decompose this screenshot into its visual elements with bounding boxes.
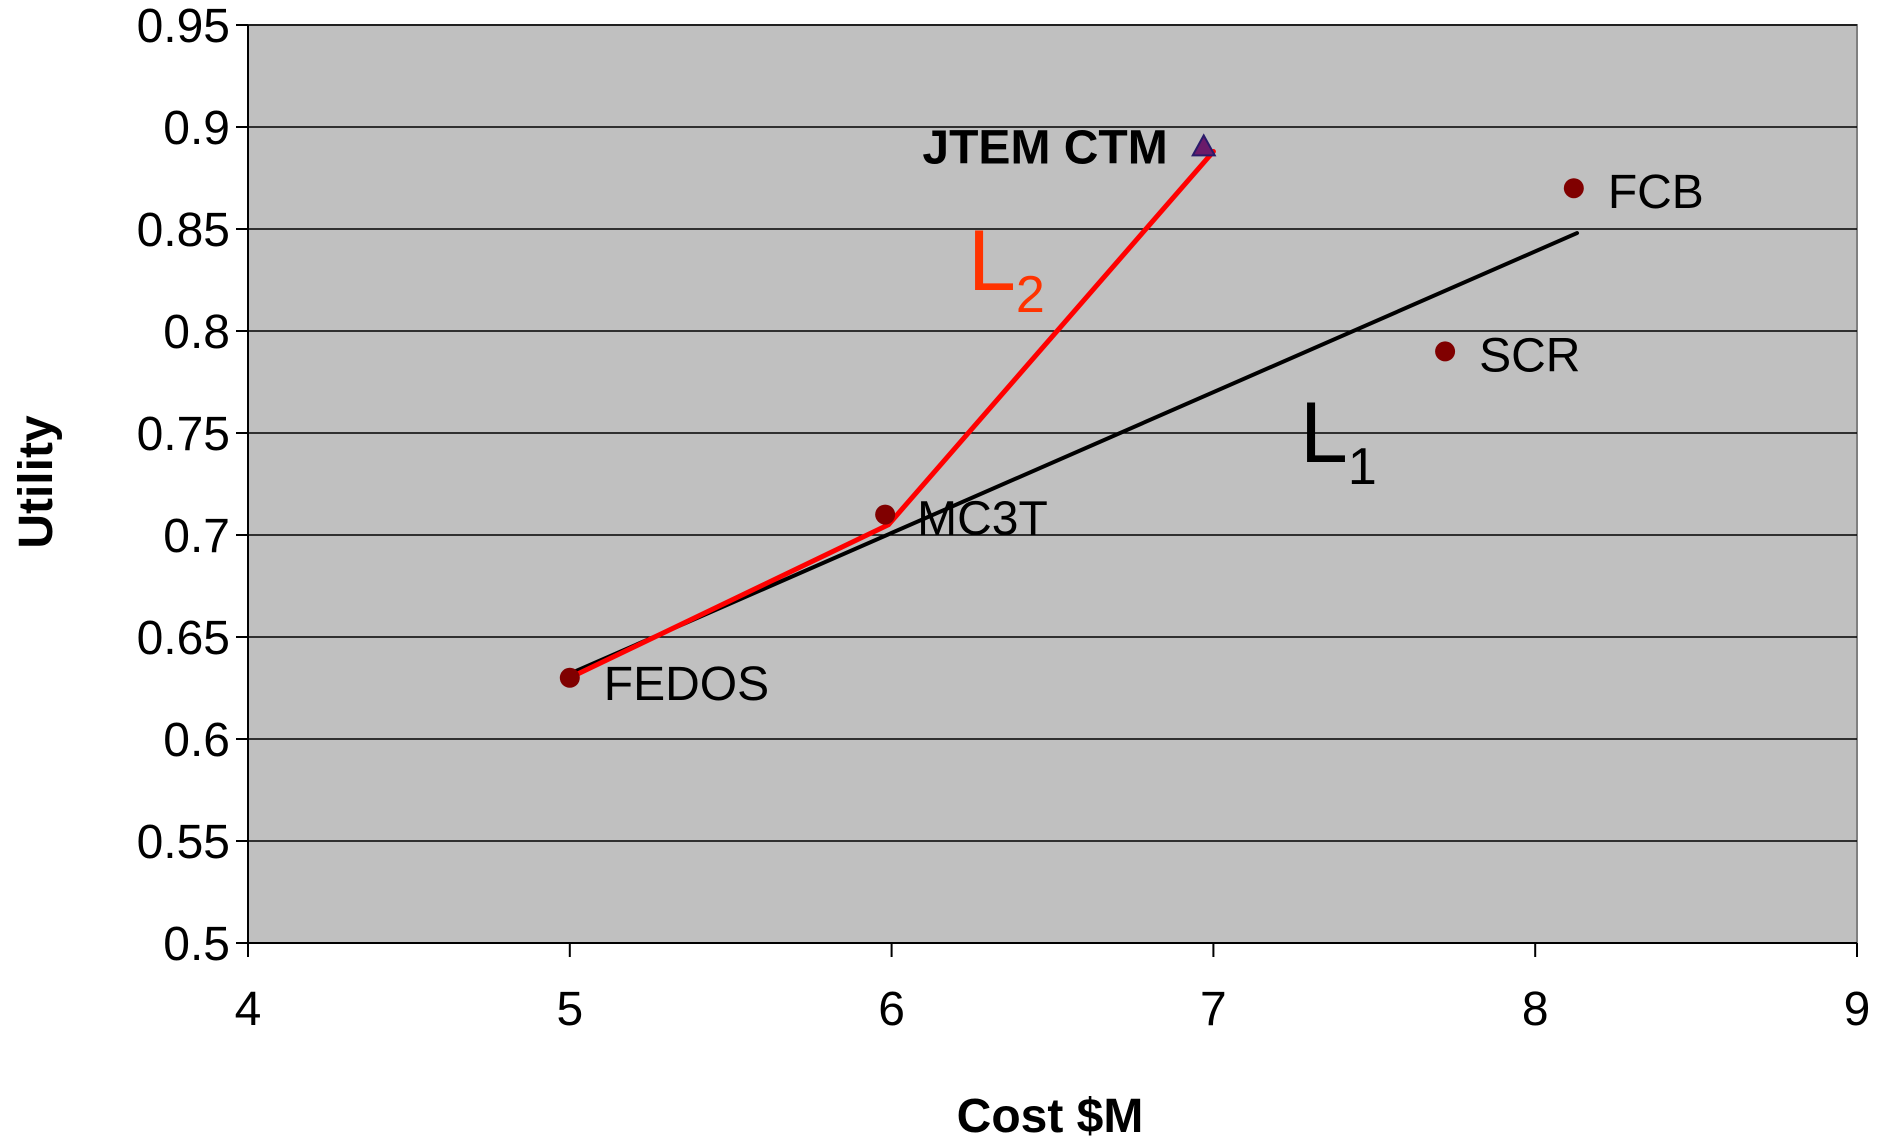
axes xyxy=(247,25,1858,957)
label-jtem-ctm: JTEM CTM xyxy=(922,121,1167,174)
y-tick-label: 0.6 xyxy=(163,714,230,767)
point-fcb xyxy=(1563,178,1584,199)
point-scr xyxy=(1435,341,1456,362)
point-fedos xyxy=(559,667,580,688)
y-tick-label: 0.95 xyxy=(137,0,230,53)
x-tick-label: 4 xyxy=(235,983,262,1036)
data-points xyxy=(559,133,1584,688)
x-tick-label: 9 xyxy=(1844,983,1871,1036)
label-fcb: FCB xyxy=(1608,166,1704,219)
y-tick-label: 0.65 xyxy=(137,612,230,665)
x-tick-label: 5 xyxy=(556,983,583,1036)
y-tick-label: 0.8 xyxy=(163,306,230,359)
y-tick-label: 0.7 xyxy=(163,510,230,563)
x-tick-label: 6 xyxy=(878,983,905,1036)
line-label-l1: L1 xyxy=(1300,385,1377,496)
y-tick-label: 0.85 xyxy=(137,204,230,257)
point-mc3t xyxy=(875,504,896,525)
line-label-l2: L2 xyxy=(968,213,1045,324)
point-jtem-ctm xyxy=(1191,133,1217,157)
y-tick-labels: 0.5 0.55 0.6 0.65 0.7 0.75 0.8 0.85 0.9 0.95 xyxy=(137,0,230,971)
line-label-l1-name: L xyxy=(1300,385,1348,481)
y-tick-label: 0.75 xyxy=(137,408,230,461)
line-l2 xyxy=(567,148,1216,681)
y-tick-label: 0.55 xyxy=(137,816,230,869)
line-label-l2-sub: 2 xyxy=(1016,266,1045,324)
x-tick-label: 8 xyxy=(1522,983,1549,1036)
x-axis-title: Cost $M xyxy=(957,1090,1144,1143)
line-label-l1-sub: 1 xyxy=(1348,438,1377,496)
plot-area xyxy=(247,24,1858,944)
y-tick-label: 0.9 xyxy=(163,102,230,155)
x-tick-labels: 4 5 6 7 8 9 xyxy=(235,983,1871,1036)
label-scr: SCR xyxy=(1479,329,1580,382)
x-tick-label: 7 xyxy=(1200,983,1227,1036)
trend-lines xyxy=(567,148,1580,681)
y-axis-title: Utility xyxy=(10,415,63,549)
line-l1 xyxy=(567,231,1580,676)
point-labels: FEDOS MC3T JTEM CTM SCR FCB xyxy=(604,121,1704,710)
label-fedos: FEDOS xyxy=(604,658,769,711)
y-tick-label: 0.5 xyxy=(163,918,230,971)
line-label-l2-name: L xyxy=(968,213,1016,309)
label-mc3t: MC3T xyxy=(917,493,1048,546)
